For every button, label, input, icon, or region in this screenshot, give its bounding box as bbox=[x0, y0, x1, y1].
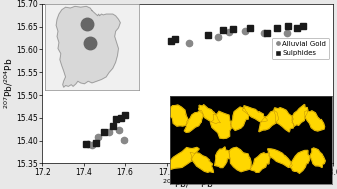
X-axis label: $^{206}$Pb/$^{204}$Pb: $^{206}$Pb/$^{204}$Pb bbox=[161, 178, 213, 189]
Polygon shape bbox=[259, 111, 279, 132]
Polygon shape bbox=[215, 147, 230, 167]
Polygon shape bbox=[168, 147, 199, 170]
Polygon shape bbox=[199, 105, 220, 123]
Polygon shape bbox=[231, 107, 248, 130]
Polygon shape bbox=[190, 152, 213, 172]
Polygon shape bbox=[289, 150, 310, 173]
Polygon shape bbox=[311, 148, 325, 167]
Polygon shape bbox=[211, 111, 231, 139]
Polygon shape bbox=[268, 149, 292, 167]
Polygon shape bbox=[305, 111, 325, 131]
Polygon shape bbox=[242, 106, 267, 122]
Polygon shape bbox=[56, 6, 120, 87]
Polygon shape bbox=[250, 153, 270, 172]
Polygon shape bbox=[292, 104, 308, 126]
Y-axis label: $^{207}$Pb/$^{204}$Pb: $^{207}$Pb/$^{204}$Pb bbox=[2, 58, 15, 109]
Polygon shape bbox=[184, 110, 203, 132]
Legend: Alluvial Gold, Sulphides: Alluvial Gold, Sulphides bbox=[272, 38, 329, 59]
Polygon shape bbox=[274, 108, 294, 132]
Polygon shape bbox=[229, 147, 251, 172]
Polygon shape bbox=[167, 105, 188, 126]
